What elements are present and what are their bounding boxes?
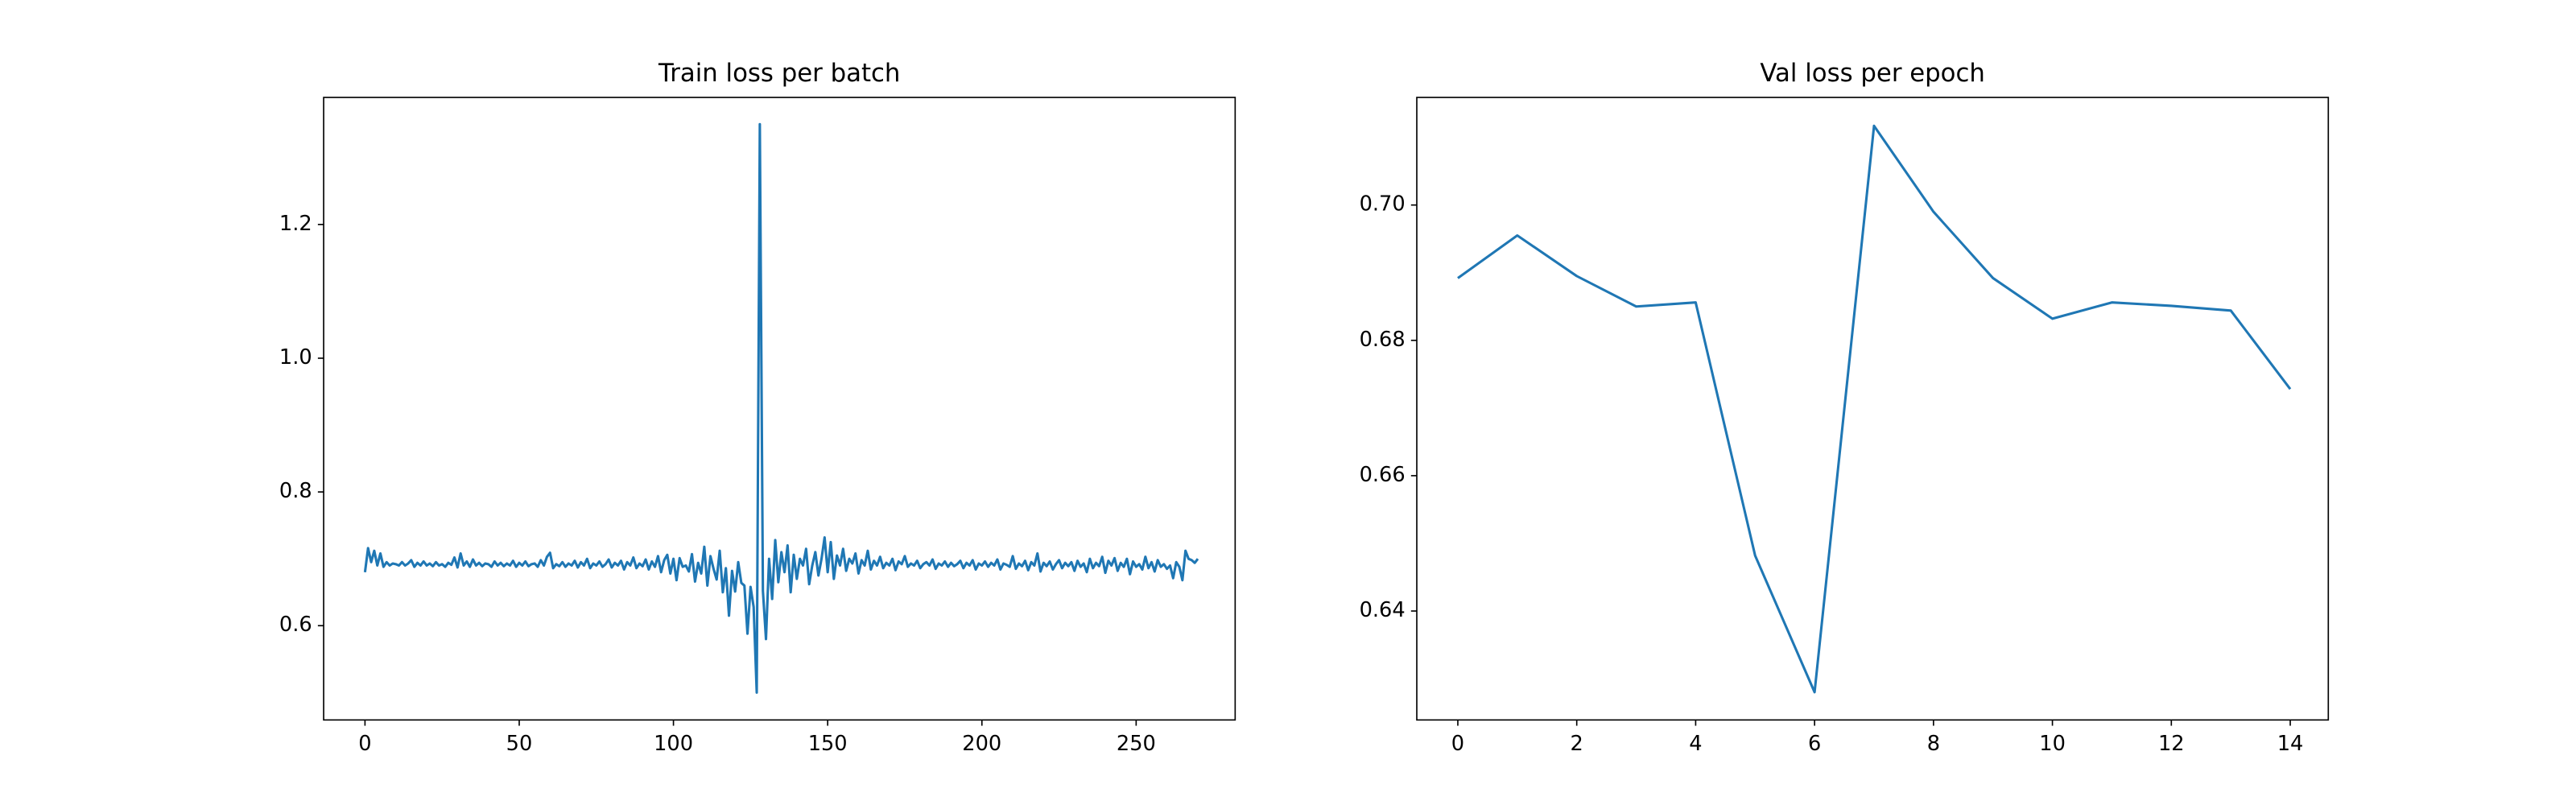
- x-tick-label: 6: [1808, 732, 1821, 756]
- x-tick-label: 8: [1927, 732, 1940, 756]
- x-tick-label: 150: [808, 732, 848, 756]
- y-tick-label: 1.2: [279, 212, 312, 236]
- plot-frame: [1416, 97, 2330, 721]
- x-tick-label: 0: [1451, 732, 1464, 756]
- y-tick-label: 0.64: [1360, 598, 1406, 622]
- x-tick-label: 200: [962, 732, 1001, 756]
- plot-frame: [323, 97, 1236, 721]
- x-tick-label: 14: [2277, 732, 2304, 756]
- x-tick-label: 50: [506, 732, 533, 756]
- loss-line: [1457, 124, 2292, 694]
- x-tick-label: 100: [654, 732, 693, 756]
- x-tick-label: 0: [358, 732, 371, 756]
- y-tick-label: 0.68: [1360, 328, 1406, 352]
- chart-title: Val loss per epoch: [1760, 59, 1984, 88]
- chart-title: Train loss per batch: [658, 59, 900, 88]
- x-tick-label: 4: [1689, 732, 1702, 756]
- y-tick-label: 0.8: [279, 479, 312, 503]
- y-tick-label: 0.66: [1360, 463, 1406, 487]
- x-tick-label: 12: [2158, 732, 2185, 756]
- x-tick-label: 250: [1117, 732, 1156, 756]
- x-tick-label: 2: [1571, 732, 1583, 756]
- y-tick-label: 0.6: [279, 613, 312, 637]
- loss-line: [363, 122, 1199, 694]
- y-tick-label: 1.0: [279, 345, 312, 369]
- x-tick-label: 10: [2039, 732, 2066, 756]
- y-tick-label: 0.70: [1360, 192, 1406, 217]
